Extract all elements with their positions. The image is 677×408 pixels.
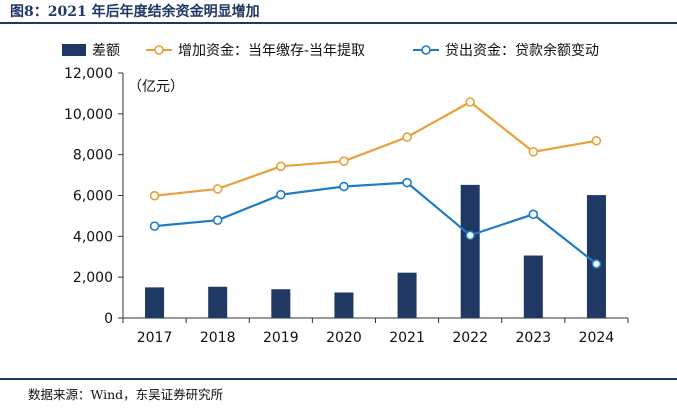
y-tick-label: 12,000 <box>64 66 113 82</box>
title-rule <box>0 22 677 24</box>
x-tick-label: 2021 <box>389 330 425 346</box>
y-tick-label: 8,000 <box>73 148 113 164</box>
y-tick-label: 0 <box>104 311 113 327</box>
unit-label: （亿元） <box>128 79 184 95</box>
legend-item-deposits: 增加资金：当年缴存-当年提取 <box>146 43 365 59</box>
bar-2020 <box>334 292 354 318</box>
line-series <box>149 97 602 269</box>
loan-line-point-2021 <box>402 177 412 188</box>
x-tick-label: 2020 <box>326 330 362 346</box>
bar-2023 <box>523 255 543 318</box>
legend-label: 差额 <box>92 43 120 59</box>
bar-2022 <box>460 184 480 318</box>
loan-line-point-2023 <box>528 209 539 220</box>
bar-2021 <box>397 272 417 318</box>
deposit-line-point-2017 <box>149 190 160 201</box>
deposit-line-point-2018 <box>212 184 223 194</box>
axes: 0 2,000 4,000 6,000 8,000 10,000 12,000 2017 201… <box>64 66 629 346</box>
loan-line-point-2017 <box>149 221 160 231</box>
deposit-line-point-2020 <box>339 156 349 166</box>
y-tick-label: 2,000 <box>73 270 113 286</box>
bar-2017 <box>145 287 165 318</box>
x-tick-label: 2019 <box>263 330 299 346</box>
deposit-line-point-2022 <box>465 97 475 107</box>
deposit-line-point-2023 <box>528 147 539 157</box>
legend-label: 增加资金：当年缴存-当年提取 <box>178 43 365 59</box>
bar-series <box>145 184 606 318</box>
y-tick-label: 6,000 <box>73 189 113 205</box>
loan-line <box>154 181 598 265</box>
figure-title: 图8：2021 年后年度结余资金明显增加 <box>10 4 260 20</box>
deposit-line <box>154 100 597 197</box>
legend-swatch-marker <box>421 45 431 55</box>
loan-line-point-2018 <box>212 215 223 226</box>
source-note: 数据来源：Wind，东吴证券研究所 <box>28 387 224 402</box>
bar-2018 <box>208 286 228 318</box>
loan-line-point-2020 <box>339 181 349 192</box>
loan-line-point-2019 <box>276 189 286 200</box>
bar-2024 <box>586 195 606 318</box>
source-rule <box>0 378 677 380</box>
bar-2019 <box>271 289 291 318</box>
legend-swatch-marker <box>154 45 164 55</box>
y-tick-label: 10,000 <box>64 107 113 123</box>
legend-swatch-bar <box>62 44 86 56</box>
loan-line-point-2024 <box>591 259 602 269</box>
legend: 差额 增加资金：当年缴存-当年提取 贷出资金：贷款余额变动 <box>62 42 599 59</box>
x-tick-label: 2024 <box>579 330 615 346</box>
deposit-line-point-2021 <box>402 132 412 142</box>
loan-line-point-2022 <box>465 230 475 241</box>
deposit-line-point-2024 <box>591 135 602 146</box>
legend-label: 贷出资金：贷款余额变动 <box>445 42 599 59</box>
x-tick-label: 2023 <box>515 330 551 346</box>
x-tick-label: 2018 <box>200 330 236 346</box>
x-tick-label: 2022 <box>452 330 488 346</box>
x-tick-label: 2017 <box>137 330 173 346</box>
legend-item-loans: 贷出资金：贷款余额变动 <box>413 42 599 59</box>
legend-item-diff: 差额 <box>62 43 120 59</box>
y-tick-label: 4,000 <box>73 229 113 245</box>
deposit-line-point-2019 <box>276 161 286 172</box>
